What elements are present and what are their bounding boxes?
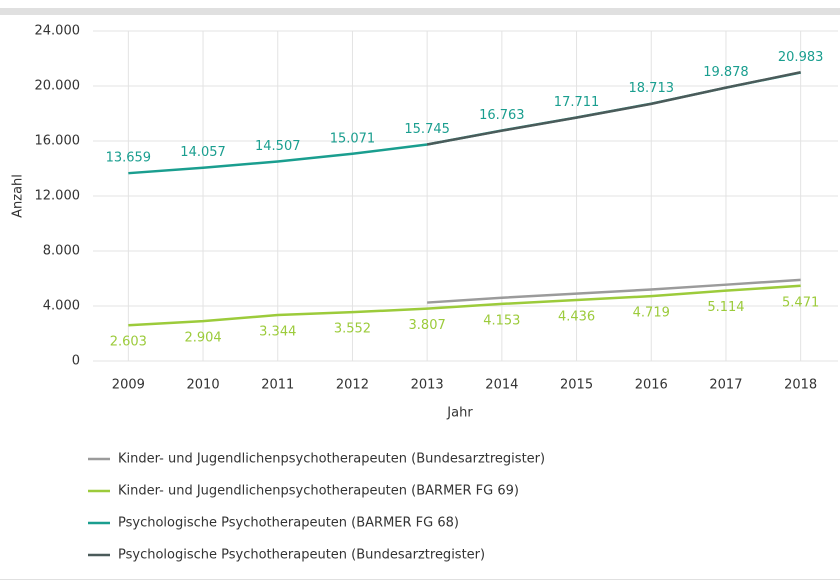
value-label: 14.057 [180,145,226,160]
value-label: 18.713 [629,81,675,96]
legend-label: Psychologische Psychotherapeuten (BARMER… [118,516,459,531]
y-tick-label: 20.000 [35,79,81,94]
value-label: 5.471 [782,295,819,310]
x-tick-label: 2013 [411,378,444,393]
value-label: 16.763 [479,108,525,123]
value-label: 15.071 [330,131,376,146]
x-axis-label: Jahr [446,406,473,421]
x-tick-label: 2011 [261,378,294,393]
y-axis-label: Anzahl [11,174,26,218]
value-label: 3.344 [259,325,296,340]
x-tick-label: 2012 [336,378,369,393]
y-tick-label: 16.000 [35,134,81,149]
value-label: 2.904 [184,331,221,346]
value-label: 3.807 [409,318,446,333]
value-label: 15.745 [404,122,450,137]
x-tick-label: 2016 [635,378,668,393]
value-label: 5.114 [707,300,744,315]
y-tick-label: 8.000 [43,244,80,259]
series-line [128,71,801,175]
legend-label: Kinder- und Jugendlichenpsychotherapeute… [118,452,545,467]
value-label: 17.711 [554,95,600,110]
series-line [128,284,801,327]
value-label: 4.153 [483,313,520,328]
x-tick-label: 2015 [560,378,593,393]
y-tick-label: 24.000 [35,24,81,39]
legend-label: Kinder- und Jugendlichenpsychotherapeute… [118,484,519,499]
value-label: 2.603 [110,335,147,350]
x-tick-label: 2009 [112,378,145,393]
value-label: 4.436 [558,310,595,325]
value-label: 4.719 [633,306,670,321]
x-tick-label: 2010 [187,378,220,393]
value-label: 14.507 [255,139,301,154]
series-line [427,278,801,304]
value-label: 3.552 [334,322,371,337]
y-tick-label: 0 [72,354,80,369]
y-tick-label: 12.000 [35,189,81,204]
bottom-rule [0,579,840,580]
x-tick-label: 2014 [485,378,518,393]
value-label: 20.983 [778,50,824,65]
top-bar [0,8,840,15]
y-tick-label: 4.000 [43,299,80,314]
x-tick-label: 2017 [709,378,742,393]
value-label: 13.659 [106,151,152,166]
value-label: 19.878 [703,65,749,80]
series-line [426,71,801,146]
x-tick-label: 2018 [784,378,817,393]
legend-label: Psychologische Psychotherapeuten (Bundes… [118,548,485,563]
